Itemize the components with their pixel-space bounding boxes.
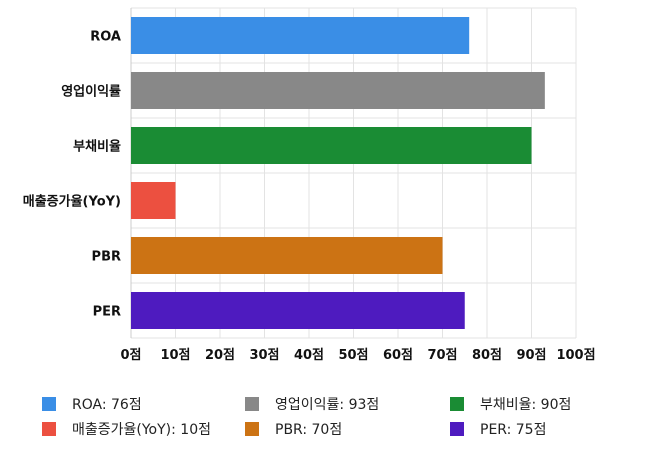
x-tick-label: 20점 bbox=[205, 348, 235, 363]
legend-swatch bbox=[42, 422, 56, 436]
legend-swatch bbox=[450, 397, 464, 411]
legend-label: ROA: 76점 bbox=[72, 397, 142, 413]
x-tick-label: 60점 bbox=[383, 348, 413, 363]
y-tick-label: 영업이익률 bbox=[61, 84, 121, 100]
legend-label: PER: 75점 bbox=[480, 422, 547, 438]
legend-label: PBR: 70점 bbox=[275, 422, 343, 438]
bar-1 bbox=[131, 72, 545, 109]
legend-item[interactable]: 부채비율: 90점 bbox=[450, 394, 571, 414]
bar-2 bbox=[131, 127, 532, 164]
legend-item[interactable]: 영업이익률: 93점 bbox=[245, 394, 379, 414]
legend-item[interactable]: ROA: 76점 bbox=[42, 394, 142, 414]
legend-label: 매출증가율(YoY): 10점 bbox=[72, 422, 211, 438]
legend-item[interactable]: PBR: 70점 bbox=[245, 419, 342, 439]
legend-item[interactable]: PER: 75점 bbox=[450, 419, 546, 439]
bar-3 bbox=[131, 182, 176, 219]
bar-0 bbox=[131, 17, 470, 54]
legend-label: 부채비율: 90점 bbox=[480, 397, 572, 413]
x-tick-label: 100점 bbox=[556, 348, 595, 363]
x-tick-label: 30점 bbox=[249, 348, 279, 363]
x-tick-label: 80점 bbox=[472, 348, 502, 363]
x-tick-label: 10점 bbox=[160, 348, 190, 363]
y-tick-label: 매출증가율(YoY) bbox=[23, 194, 121, 210]
legend-swatch bbox=[245, 422, 259, 436]
y-tick-label: PBR bbox=[92, 250, 121, 265]
y-tick-label: PER bbox=[93, 305, 121, 320]
x-tick-label: 40점 bbox=[294, 348, 324, 363]
x-tick-label: 90점 bbox=[516, 348, 546, 363]
legend-item[interactable]: 매출증가율(YoY): 10점 bbox=[42, 419, 211, 439]
x-tick-label: 50점 bbox=[338, 348, 368, 363]
x-tick-label: 0점 bbox=[120, 348, 141, 363]
x-tick-label: 70점 bbox=[427, 348, 457, 363]
y-tick-label: 부채비율 bbox=[73, 139, 121, 155]
bar-4 bbox=[131, 237, 443, 274]
legend-swatch bbox=[245, 397, 259, 411]
bar-chart: 0점 10점 20점 30점 40점 50점 60점 70점 80점 90점 100점 ROA 영업이익… bbox=[23, 7, 596, 363]
bar-5 bbox=[131, 292, 465, 329]
legend-swatch bbox=[42, 397, 56, 411]
legend-swatch bbox=[450, 422, 464, 436]
y-tick-label: ROA bbox=[90, 30, 121, 45]
legend-label: 영업이익률: 93점 bbox=[275, 397, 380, 413]
